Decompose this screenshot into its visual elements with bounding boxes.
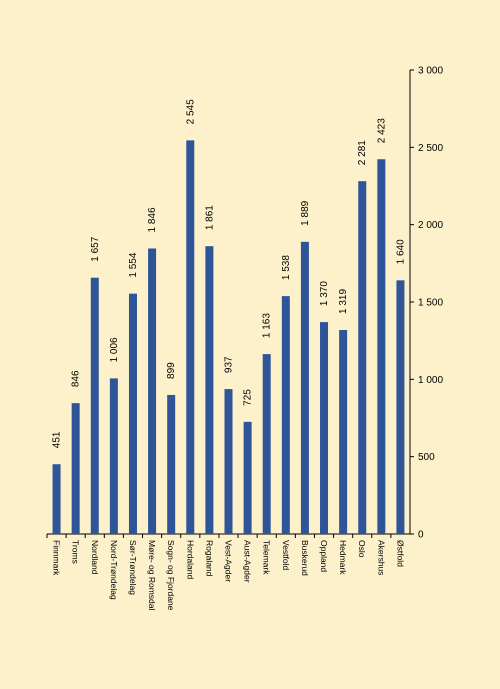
bar-5 [148, 248, 157, 534]
category-label: Hordaland [185, 540, 195, 579]
category-label: Buskerud [300, 540, 310, 576]
category-label: Finnmark [52, 540, 62, 576]
category-label: Østfold [395, 540, 405, 567]
category-label: Troms [71, 540, 81, 564]
bar-0 [52, 464, 61, 534]
bar-4 [128, 293, 137, 534]
bar-6 [167, 394, 176, 534]
bar-14 [320, 322, 329, 534]
data-label: 1 657 [90, 236, 101, 261]
y-tick-label: 2 000 [418, 220, 443, 231]
data-label: 846 [71, 370, 82, 387]
bar-2 [90, 277, 99, 534]
category-label: Sør-Trøndelag [128, 540, 138, 595]
y-tick-label: 0 [418, 530, 424, 541]
bar-7 [186, 140, 195, 534]
data-label: 1 861 [204, 205, 215, 230]
bar-12 [281, 296, 290, 534]
category-label: Hedmark [338, 540, 348, 575]
data-label: 1 163 [262, 313, 273, 338]
bar-11 [262, 354, 271, 534]
y-tick-label: 3 000 [418, 66, 443, 77]
data-label: 1 319 [338, 289, 349, 314]
category-label: Aust-Agder [243, 540, 253, 583]
bar-13 [300, 241, 309, 535]
bar-18 [396, 280, 405, 534]
category-label: Telemark [262, 540, 272, 575]
data-labels-group: 451 846 1 657 1 006 1 554 1 846 899 2 545 1 861 9… [52, 99, 407, 448]
bar-8 [205, 246, 214, 534]
y-ticks-group: 0 500 1 000 1 500 2 000 2 500 3 000 [410, 66, 443, 541]
bar-3 [109, 378, 118, 534]
y-tick-label: 1 000 [418, 375, 443, 386]
data-label: 1 846 [147, 207, 158, 232]
category-labels-group: Finnmark Troms Nordland Nord-Trøndelag Sør-T… [46, 534, 405, 611]
category-label: Akershus [376, 540, 386, 575]
data-label: 899 [166, 362, 177, 379]
bar-17 [377, 159, 386, 534]
bar-10 [243, 421, 252, 534]
bar-15 [339, 329, 348, 534]
category-label: Vest-Agder [224, 540, 234, 582]
y-tick-label: 2 500 [418, 143, 443, 154]
category-label: Vestfold [281, 540, 291, 571]
y-tick-label: 500 [418, 452, 435, 463]
category-label: Rogaland [204, 540, 214, 577]
category-label: Møre- og Romsdal [147, 540, 157, 610]
data-label: 1 370 [319, 281, 330, 306]
category-label: Sogn- og Fjordane [166, 540, 176, 611]
bars-group [52, 140, 405, 535]
data-label: 937 [224, 356, 235, 373]
bar-1 [71, 403, 80, 534]
y-tick-label: 1 500 [418, 298, 443, 309]
data-label: 2 423 [376, 118, 387, 143]
category-label: Nordland [90, 540, 100, 575]
bar-16 [358, 181, 367, 535]
bar-9 [224, 389, 233, 534]
category-label: Nord-Trøndelag [109, 540, 119, 600]
category-label: Oslo [357, 540, 367, 558]
data-label: 1 889 [300, 200, 311, 225]
category-label: Oppland [319, 540, 329, 572]
data-label: 1 640 [395, 239, 406, 264]
data-label: 1 538 [281, 255, 292, 280]
data-label: 1 006 [109, 337, 120, 362]
data-label: 451 [52, 431, 63, 448]
data-label: 725 [243, 389, 254, 406]
data-label: 2 281 [357, 140, 368, 165]
data-label: 1 554 [128, 252, 139, 277]
data-label: 2 545 [185, 99, 196, 124]
